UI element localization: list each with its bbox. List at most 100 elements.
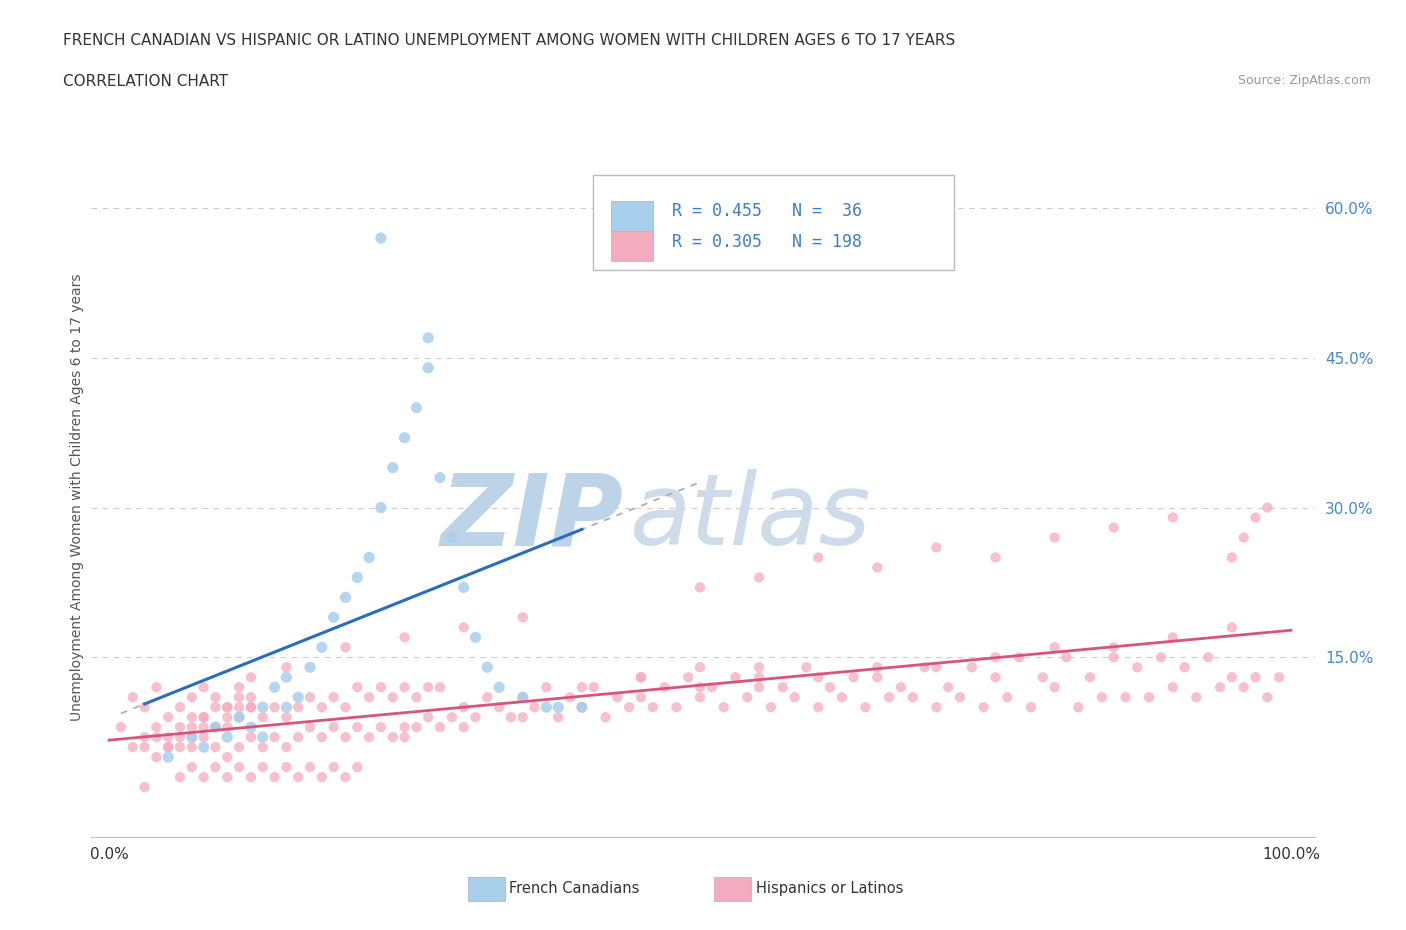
Point <box>488 680 510 695</box>
Point <box>239 699 262 714</box>
Text: French Canadians: French Canadians <box>509 881 640 896</box>
Point <box>925 540 948 555</box>
Point <box>370 231 392 246</box>
Point <box>807 670 830 684</box>
Point <box>239 770 262 785</box>
Point <box>748 570 770 585</box>
Point <box>1102 640 1125 655</box>
Point <box>394 630 416 644</box>
Point <box>193 739 215 754</box>
Point <box>263 770 285 785</box>
Point <box>536 699 558 714</box>
Point <box>346 720 368 735</box>
Point <box>217 710 239 724</box>
Point <box>453 720 475 735</box>
Point <box>228 710 250 724</box>
Point <box>1209 680 1232 695</box>
Point <box>724 670 747 684</box>
Point <box>1220 550 1243 565</box>
Point <box>169 699 191 714</box>
Point <box>512 690 534 705</box>
Point <box>1161 630 1184 644</box>
Point <box>689 580 711 595</box>
Text: R = 0.455   N =  36: R = 0.455 N = 36 <box>672 202 862 220</box>
Point <box>193 710 215 724</box>
Point <box>252 730 274 745</box>
Point <box>180 720 202 735</box>
Point <box>477 660 499 675</box>
Point <box>571 699 593 714</box>
Point <box>1091 690 1114 705</box>
Point <box>263 699 285 714</box>
Point <box>748 670 770 684</box>
Point <box>1244 670 1267 684</box>
Point <box>512 710 534 724</box>
Point <box>453 620 475 635</box>
Point <box>193 720 215 735</box>
Point <box>276 739 298 754</box>
Text: FRENCH CANADIAN VS HISPANIC OR LATINO UNEMPLOYMENT AMONG WOMEN WITH CHILDREN AGE: FRENCH CANADIAN VS HISPANIC OR LATINO UN… <box>63 33 956 47</box>
Point <box>700 680 723 695</box>
Point <box>855 699 877 714</box>
Point <box>1174 660 1197 675</box>
Point <box>239 699 262 714</box>
Point <box>429 680 451 695</box>
Point <box>193 730 215 745</box>
Point <box>1150 650 1173 665</box>
Point <box>311 640 333 655</box>
Point <box>134 779 156 794</box>
Point <box>311 730 333 745</box>
Point <box>228 760 250 775</box>
Point <box>440 710 463 724</box>
Point <box>418 710 440 724</box>
Point <box>381 460 404 475</box>
Point <box>866 560 889 575</box>
Point <box>418 360 440 375</box>
Point <box>1220 620 1243 635</box>
Point <box>772 680 794 695</box>
Point <box>311 770 333 785</box>
Point <box>322 610 344 625</box>
Point <box>228 710 250 724</box>
Point <box>547 710 569 724</box>
Point <box>512 610 534 625</box>
Point <box>217 720 239 735</box>
Point <box>1268 670 1291 684</box>
Point <box>359 550 381 565</box>
Point <box>807 699 830 714</box>
Point <box>217 699 239 714</box>
Point <box>239 670 262 684</box>
Point <box>157 739 180 754</box>
Point <box>145 720 167 735</box>
Point <box>1220 670 1243 684</box>
Point <box>453 699 475 714</box>
Point <box>381 730 404 745</box>
Point <box>193 710 215 724</box>
Point <box>418 680 440 695</box>
Point <box>512 690 534 705</box>
Point <box>252 760 274 775</box>
Point <box>960 660 983 675</box>
Point <box>1019 699 1042 714</box>
Point <box>335 640 357 655</box>
Point <box>217 750 239 764</box>
Point <box>394 720 416 735</box>
Point <box>748 680 770 695</box>
Point <box>228 690 250 705</box>
Point <box>654 680 676 695</box>
Point <box>641 699 664 714</box>
Point <box>1078 670 1101 684</box>
Point <box>1185 690 1208 705</box>
Point <box>925 660 948 675</box>
Point <box>287 690 309 705</box>
Point <box>1256 690 1278 705</box>
Point <box>228 680 250 695</box>
Point <box>523 699 546 714</box>
Point <box>370 720 392 735</box>
Point <box>322 720 344 735</box>
Point <box>346 680 368 695</box>
Point <box>759 699 782 714</box>
Point <box>606 690 628 705</box>
Text: R = 0.305   N = 198: R = 0.305 N = 198 <box>672 232 862 250</box>
Point <box>276 670 298 684</box>
